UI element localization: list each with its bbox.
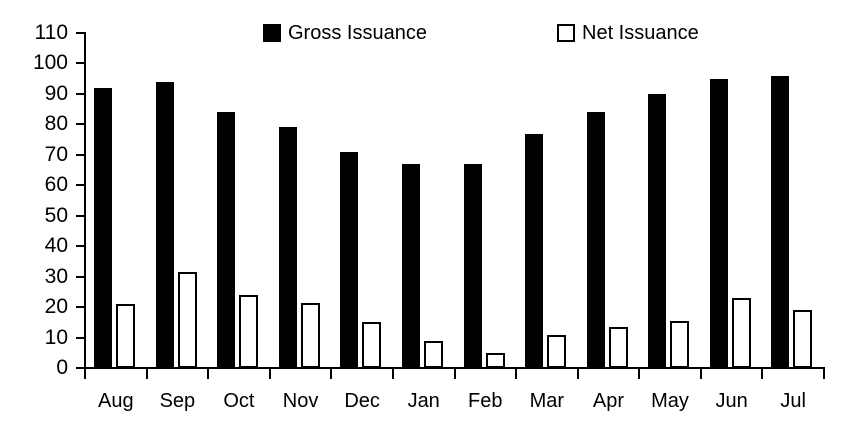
x-axis-label-jul: Jul bbox=[780, 390, 806, 412]
y-axis-tick-0 bbox=[76, 367, 85, 369]
bar-net-issuance-apr bbox=[608, 326, 628, 368]
x-axis-tick-10 bbox=[699, 368, 702, 379]
bar-net-issuance-feb bbox=[485, 352, 505, 368]
bar-gross-issuance-may bbox=[648, 93, 667, 368]
x-axis-tick-4 bbox=[330, 368, 333, 379]
y-axis-label-40: 40 bbox=[44, 234, 68, 258]
bar-gross-issuance-sep bbox=[155, 81, 174, 368]
x-axis-label-jun: Jun bbox=[715, 390, 748, 412]
y-axis-label-50: 50 bbox=[44, 203, 68, 227]
bar-net-issuance-nov bbox=[300, 302, 320, 368]
y-axis-tick-80 bbox=[76, 123, 85, 126]
bar-net-issuance-dec bbox=[362, 322, 382, 368]
x-axis-tick-6 bbox=[453, 368, 456, 379]
bar-gross-issuance-oct bbox=[217, 112, 236, 368]
legend-item-net-issuance: Net Issuance bbox=[557, 21, 699, 45]
x-axis-label-sep: Sep bbox=[159, 390, 196, 412]
x-axis-label-oct: Oct bbox=[223, 390, 255, 412]
x-axis-tick-0 bbox=[84, 368, 86, 379]
y-axis-label-90: 90 bbox=[44, 81, 68, 105]
bar-net-issuance-jun bbox=[731, 297, 751, 368]
x-axis-label-nov: Nov bbox=[282, 390, 319, 412]
y-axis-tick-30 bbox=[76, 275, 85, 278]
bar-net-issuance-sep bbox=[177, 272, 197, 368]
y-axis-tick-100 bbox=[76, 62, 85, 65]
bar-gross-issuance-aug bbox=[94, 87, 112, 368]
x-axis-tick-2 bbox=[207, 368, 210, 379]
y-axis-tick-70 bbox=[76, 153, 85, 156]
y-axis-label-80: 80 bbox=[44, 112, 68, 136]
legend-swatch-net-issuance bbox=[557, 24, 575, 42]
bar-net-issuance-jul bbox=[793, 310, 813, 368]
y-axis-tick-10 bbox=[76, 336, 85, 339]
x-axis-tick-12 bbox=[823, 368, 825, 379]
bar-net-issuance-jan bbox=[423, 340, 443, 368]
y-axis-tick-60 bbox=[76, 184, 85, 187]
x-axis-label-may: May bbox=[651, 390, 689, 412]
bar-gross-issuance-nov bbox=[278, 127, 297, 368]
y-axis-tick-50 bbox=[76, 214, 85, 217]
legend-item-gross-issuance: Gross Issuance bbox=[263, 21, 427, 45]
y-axis-label-100: 100 bbox=[32, 51, 68, 75]
x-axis-label-dec: Dec bbox=[344, 390, 380, 412]
y-axis-label-70: 70 bbox=[44, 142, 68, 166]
x-axis-label-mar: Mar bbox=[529, 390, 565, 412]
bar-net-issuance-oct bbox=[239, 294, 259, 368]
x-axis-tick-1 bbox=[145, 368, 148, 379]
legend-swatch-gross-issuance bbox=[263, 24, 281, 42]
x-axis-label-jan: Jan bbox=[407, 390, 440, 412]
bar-gross-issuance-mar bbox=[525, 133, 544, 368]
y-axis-label-0: 0 bbox=[56, 356, 68, 379]
x-axis-label-apr: Apr bbox=[592, 390, 624, 412]
bar-net-issuance-aug bbox=[116, 304, 135, 368]
legend-label-net-issuance: Net Issuance bbox=[582, 22, 699, 44]
y-axis-label-20: 20 bbox=[44, 295, 68, 319]
y-axis-label-110: 110 bbox=[34, 21, 68, 44]
x-axis-tick-11 bbox=[761, 368, 764, 379]
x-axis-label-feb: Feb bbox=[468, 390, 503, 412]
y-axis-line bbox=[84, 32, 86, 369]
legend-label-gross-issuance: Gross Issuance bbox=[288, 22, 427, 44]
y-axis-tick-40 bbox=[76, 245, 85, 248]
bar-gross-issuance-jun bbox=[709, 78, 728, 368]
bar-gross-issuance-dec bbox=[340, 151, 359, 368]
y-axis-label-30: 30 bbox=[44, 264, 68, 288]
bar-net-issuance-mar bbox=[547, 334, 567, 368]
x-axis-tick-7 bbox=[515, 368, 518, 379]
x-axis-label-aug: Aug bbox=[97, 390, 134, 412]
x-axis-tick-3 bbox=[268, 368, 271, 379]
y-axis-tick-110 bbox=[76, 32, 85, 34]
x-axis-tick-5 bbox=[391, 368, 394, 379]
bar-gross-issuance-feb bbox=[463, 163, 482, 368]
bar-gross-issuance-apr bbox=[586, 112, 605, 368]
y-axis-tick-20 bbox=[76, 306, 85, 309]
bar-net-issuance-may bbox=[670, 320, 690, 368]
y-axis-label-60: 60 bbox=[44, 173, 68, 197]
x-axis-tick-9 bbox=[638, 368, 641, 379]
y-axis-label-10: 10 bbox=[44, 325, 68, 349]
y-axis-tick-90 bbox=[76, 92, 85, 95]
bar-gross-issuance-jan bbox=[401, 163, 420, 368]
x-axis-tick-8 bbox=[576, 368, 579, 379]
bar-gross-issuance-jul bbox=[771, 75, 790, 368]
